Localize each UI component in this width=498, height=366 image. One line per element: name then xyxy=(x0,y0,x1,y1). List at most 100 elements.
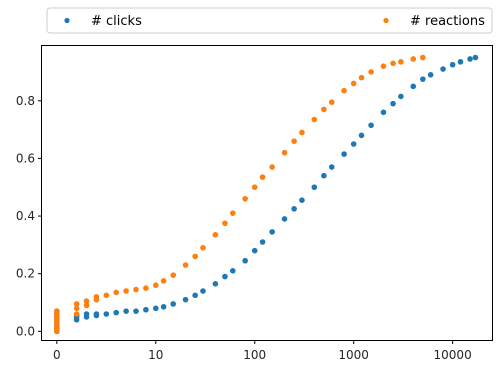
data-points xyxy=(54,54,479,335)
data-point xyxy=(341,87,347,94)
data-point xyxy=(160,304,167,310)
data-point xyxy=(328,164,335,170)
data-point xyxy=(73,311,80,317)
data-point xyxy=(133,308,139,314)
data-point xyxy=(229,210,236,216)
x-tick-label: 10000 xyxy=(434,348,472,362)
y-tick-label: 0.8 xyxy=(16,94,35,108)
data-point xyxy=(93,293,100,300)
data-point xyxy=(291,138,297,144)
data-point xyxy=(269,229,275,235)
data-point xyxy=(222,273,228,280)
data-point xyxy=(123,288,129,294)
data-point xyxy=(311,116,318,123)
data-point xyxy=(398,93,404,100)
data-point xyxy=(390,60,396,67)
data-point xyxy=(143,306,149,313)
series-reactions xyxy=(54,54,426,335)
data-point xyxy=(83,298,90,304)
data-point xyxy=(440,66,446,72)
data-point xyxy=(212,280,219,287)
x-tick-label: 1000 xyxy=(338,348,369,362)
y-tick-label: 0.6 xyxy=(16,151,35,165)
data-point xyxy=(449,61,456,68)
data-point xyxy=(182,262,189,268)
data-point xyxy=(113,309,120,316)
data-point xyxy=(242,195,248,202)
legend-label-clicks: # clicks xyxy=(91,14,142,29)
data-point xyxy=(390,100,396,107)
data-point xyxy=(123,308,129,314)
data-point xyxy=(281,149,288,156)
data-point xyxy=(358,132,365,139)
data-point xyxy=(321,172,327,179)
legend-frame xyxy=(46,7,493,34)
data-point xyxy=(200,288,206,294)
data-point xyxy=(182,296,189,303)
x-axis: 0 10 100 1000 10000 xyxy=(53,340,472,362)
data-point xyxy=(328,99,335,106)
data-point xyxy=(420,76,426,82)
data-point xyxy=(73,305,80,312)
data-point xyxy=(192,253,198,260)
data-point xyxy=(200,244,206,251)
data-point xyxy=(467,56,473,62)
plot-frame xyxy=(41,45,493,341)
data-point xyxy=(341,151,347,157)
data-point xyxy=(83,311,90,317)
legend-marker-reactions xyxy=(383,17,389,24)
legend-marker-clicks xyxy=(64,17,70,24)
data-point xyxy=(212,231,219,238)
data-point xyxy=(299,197,305,204)
data-point xyxy=(170,272,177,278)
data-point xyxy=(160,278,167,284)
data-point xyxy=(170,301,177,307)
data-point xyxy=(259,239,266,245)
x-tick-label: 10 xyxy=(148,348,163,362)
data-point xyxy=(410,56,417,62)
legend-label-reactions: # reactions xyxy=(410,14,485,29)
data-point xyxy=(427,72,434,78)
data-point xyxy=(93,311,100,317)
data-point xyxy=(143,285,149,291)
data-point xyxy=(281,216,288,222)
y-tick-label: 0.0 xyxy=(16,324,35,338)
data-point xyxy=(299,129,305,136)
data-point xyxy=(133,286,139,293)
data-point xyxy=(103,311,110,317)
data-point xyxy=(54,308,60,314)
data-point xyxy=(410,83,417,90)
y-tick-label: 0.4 xyxy=(16,209,35,223)
data-point xyxy=(380,63,387,69)
data-point xyxy=(251,184,258,191)
data-point xyxy=(242,257,248,264)
data-point xyxy=(113,289,120,296)
data-point xyxy=(103,292,110,299)
data-point xyxy=(350,80,357,87)
data-point xyxy=(368,122,374,129)
data-point xyxy=(420,54,426,61)
x-tick-label: 0 xyxy=(53,348,61,362)
data-point xyxy=(269,164,275,170)
data-point xyxy=(291,206,297,212)
data-point xyxy=(251,247,258,254)
data-point xyxy=(73,301,80,307)
y-axis: 0.0 0.2 0.4 0.6 0.8 xyxy=(16,94,42,338)
legend: # clicks # reactions xyxy=(46,7,493,34)
data-point xyxy=(83,302,90,309)
data-point xyxy=(350,141,357,147)
data-point xyxy=(222,220,228,227)
data-point xyxy=(457,59,464,65)
y-tick-label: 0.2 xyxy=(16,267,35,281)
data-point xyxy=(152,305,159,312)
data-point xyxy=(229,268,236,274)
data-point xyxy=(398,59,404,65)
data-point xyxy=(259,174,266,180)
data-point xyxy=(368,69,374,75)
data-point xyxy=(472,54,479,61)
data-point xyxy=(380,109,387,116)
data-point xyxy=(311,184,318,191)
data-point xyxy=(358,74,365,81)
data-point xyxy=(152,282,159,289)
